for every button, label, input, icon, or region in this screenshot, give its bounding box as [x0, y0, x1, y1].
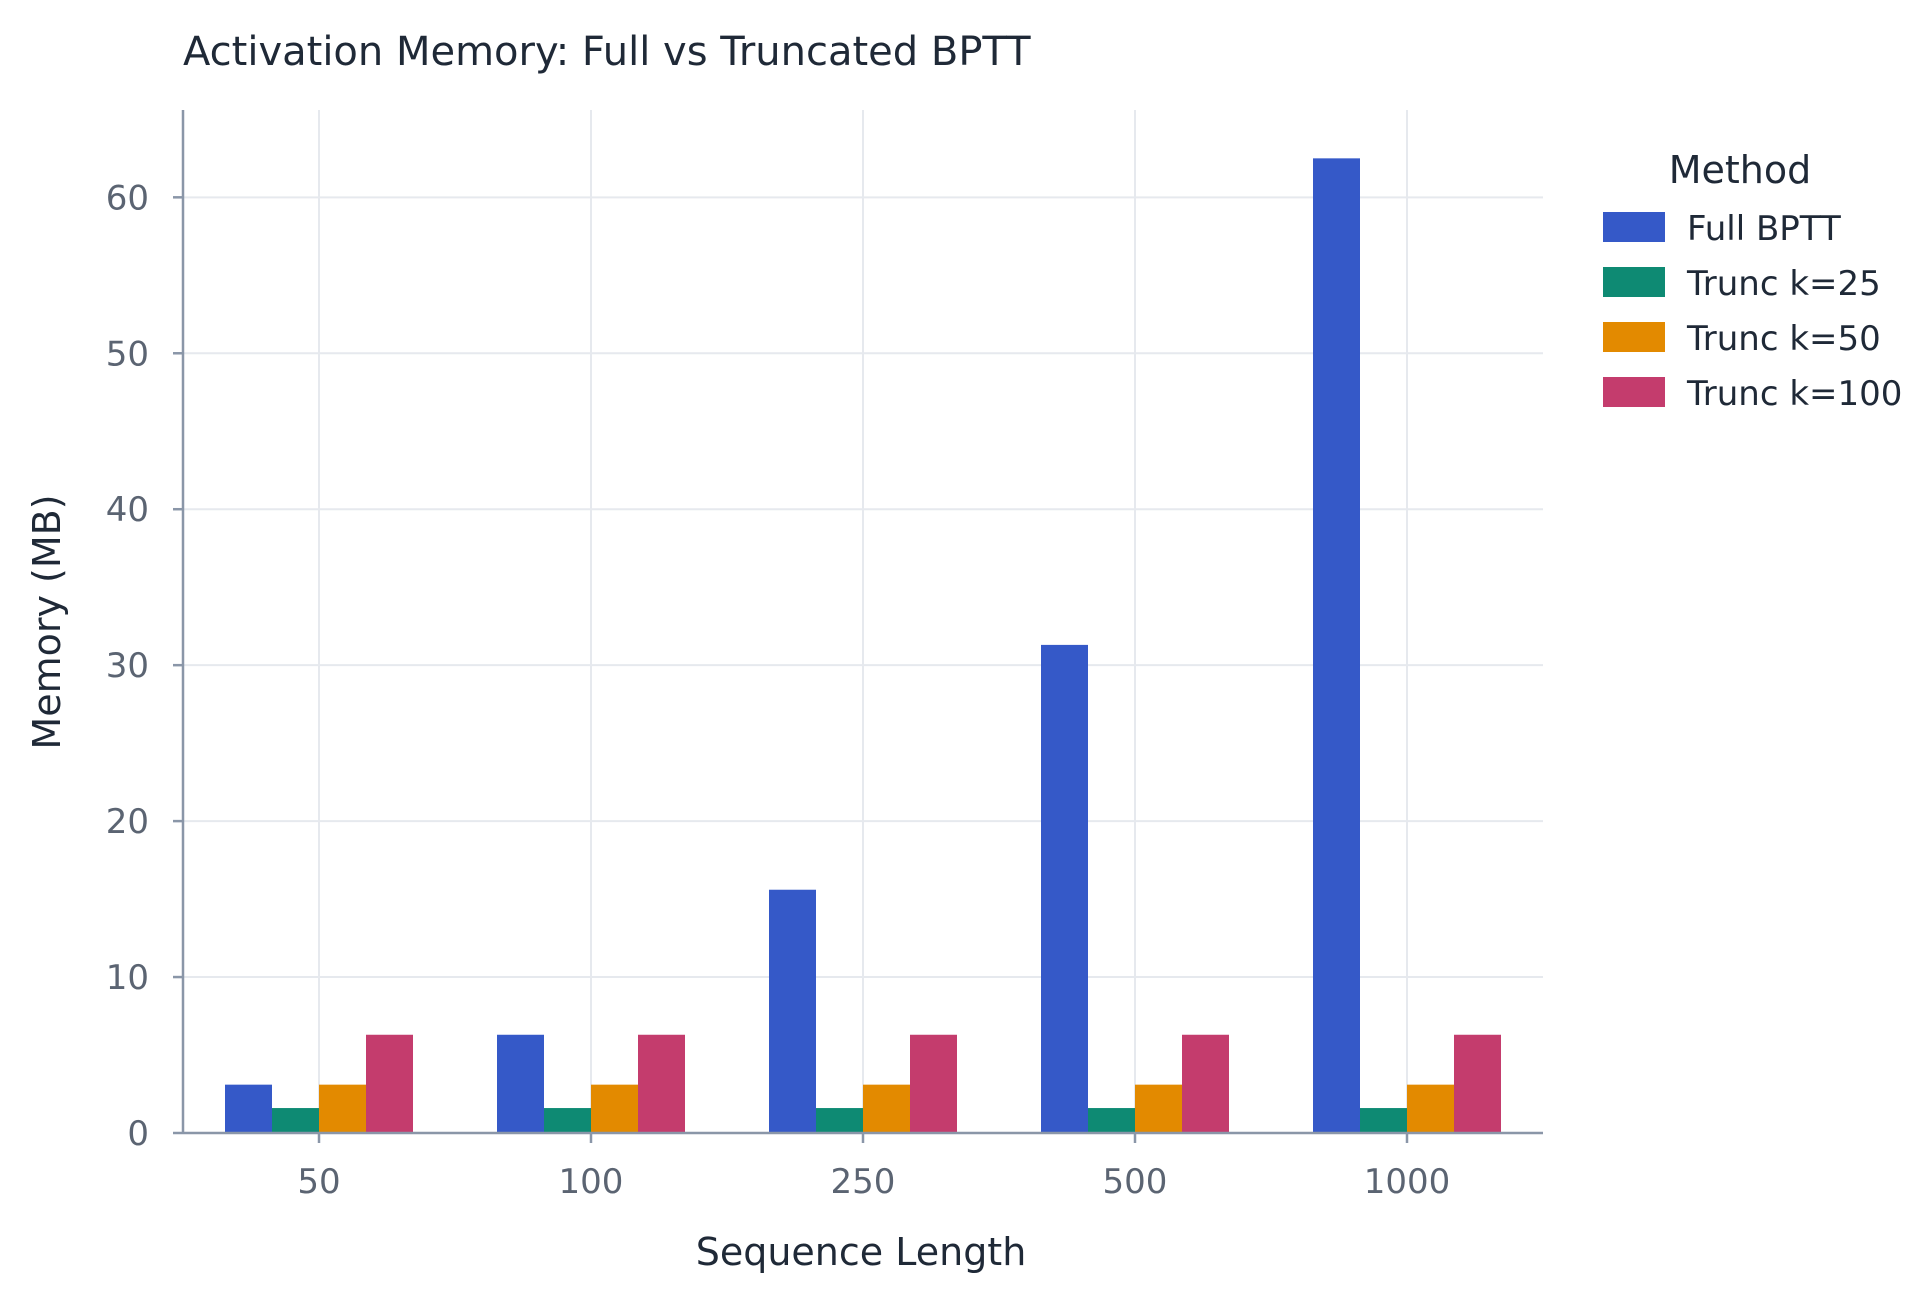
bar: [1454, 1034, 1501, 1133]
bar: [1313, 158, 1360, 1133]
axes: [173, 110, 1543, 1143]
legend: Method Full BPTT Trunc k=25 Trunc k=50 Trun…: [1603, 148, 1902, 414]
bar: [497, 1034, 544, 1133]
x-tick-label: 500: [1103, 1162, 1168, 1202]
bar: [1360, 1108, 1407, 1133]
legend-swatch: [1603, 322, 1665, 352]
x-axis-label: Sequence Length: [696, 1230, 1027, 1274]
bar: [1088, 1108, 1135, 1133]
bar: [1407, 1084, 1454, 1133]
legend-swatch: [1603, 267, 1665, 297]
bar: [816, 1108, 863, 1133]
x-tick-label: 1000: [1364, 1162, 1451, 1202]
bar: [544, 1108, 591, 1133]
x-tick-label: 250: [831, 1162, 896, 1202]
y-tick-label: 30: [106, 646, 149, 686]
tick-labels: 0 10 20 30 40 50 60 50 100 250 500 1000: [106, 178, 1451, 1202]
bar: [319, 1084, 366, 1133]
bar: [1135, 1084, 1182, 1133]
y-tick-label: 60: [106, 178, 149, 218]
grid: [183, 110, 1543, 1133]
bar: [591, 1084, 638, 1133]
legend-swatch: [1603, 212, 1665, 242]
x-tick-label: 100: [559, 1162, 624, 1202]
bar: [769, 889, 816, 1133]
y-tick-label: 0: [127, 1114, 149, 1154]
y-tick-label: 50: [106, 334, 149, 374]
legend-label: Trunc k=100: [1686, 374, 1902, 414]
bars: [225, 158, 1501, 1133]
y-tick-label: 40: [106, 490, 149, 530]
bar: [272, 1108, 319, 1133]
bar: [1182, 1034, 1229, 1133]
legend-label: Trunc k=25: [1686, 264, 1881, 304]
bar: [863, 1084, 910, 1133]
bar: [366, 1034, 413, 1133]
legend-label: Trunc k=50: [1686, 319, 1881, 359]
y-axis-label: Memory (MB): [25, 494, 69, 749]
bar: [225, 1084, 272, 1133]
bar: [638, 1034, 685, 1133]
y-tick-label: 20: [106, 802, 149, 842]
x-tick-label: 50: [297, 1162, 340, 1202]
y-tick-label: 10: [106, 958, 149, 998]
legend-title: Method: [1669, 148, 1812, 192]
legend-label: Full BPTT: [1687, 209, 1841, 249]
chart-title: Activation Memory: Full vs Truncated BPT…: [183, 29, 1031, 75]
bar: [910, 1034, 957, 1133]
legend-swatch: [1603, 377, 1665, 407]
bar: [1041, 644, 1088, 1133]
